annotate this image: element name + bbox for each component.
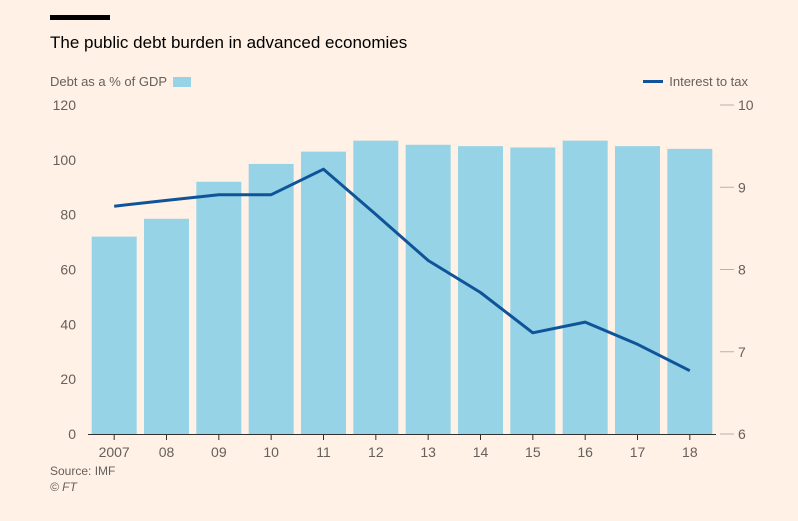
right-axis-tick-label: 10 [738, 97, 754, 113]
bar [91, 236, 137, 434]
left-axis-tick-label: 0 [68, 426, 76, 442]
x-axis-tick-label: 14 [473, 444, 489, 460]
interest-to-tax-line [114, 167, 691, 373]
left-axis-tick-label: 100 [53, 152, 77, 168]
bar [405, 144, 451, 435]
legend-interest-label: Interest to tax [669, 74, 748, 89]
bar [614, 146, 661, 434]
title-rule [50, 15, 110, 20]
bar [562, 140, 608, 434]
legend-interest: Interest to tax [643, 74, 748, 89]
x-axis-tick-label: 15 [525, 444, 541, 460]
bar [248, 163, 294, 434]
x-axis-tick-label: 2007 [99, 444, 130, 460]
right-axis-tick-label: 6 [738, 426, 746, 442]
right-axis-tick-label: 7 [738, 344, 746, 360]
x-axis-tick-label: 13 [420, 444, 436, 460]
left-axis-tick-label: 60 [60, 262, 76, 278]
x-axis-tick-label: 17 [630, 444, 646, 460]
right-axis-tick-label: 8 [738, 262, 746, 278]
chart-title: The public debt burden in advanced econo… [50, 33, 408, 52]
bar [457, 146, 504, 434]
bar [300, 151, 347, 434]
x-axis-tick-label: 16 [577, 444, 593, 460]
x-axis-tick-label: 08 [159, 444, 175, 460]
copyright-note: © FT [50, 480, 77, 494]
bar [353, 140, 399, 434]
bar [667, 148, 713, 434]
left-axis-tick-label: 20 [60, 371, 76, 387]
left-axis-tick-label: 120 [53, 97, 77, 113]
x-axis-tick-label: 09 [211, 444, 227, 460]
bar [196, 181, 242, 434]
x-axis-tick-label: 11 [316, 444, 331, 460]
bar [510, 147, 556, 434]
right-axis-tick-label: 9 [738, 179, 746, 195]
left-axis-tick-label: 80 [60, 207, 76, 223]
x-axis-tick-label: 18 [682, 444, 698, 460]
source-note: Source: IMF [50, 464, 116, 478]
x-axis-tick-label: 12 [368, 444, 384, 460]
bar [143, 218, 190, 434]
left-axis-tick-label: 40 [60, 316, 76, 332]
legend-debt-label: Debt as a % of GDP [50, 74, 168, 89]
legend-interest-swatch [643, 80, 664, 83]
legend-debt: Debt as a % of GDP [50, 74, 192, 89]
x-axis-tick-label: 10 [263, 444, 279, 460]
legend-debt-swatch [173, 76, 192, 87]
